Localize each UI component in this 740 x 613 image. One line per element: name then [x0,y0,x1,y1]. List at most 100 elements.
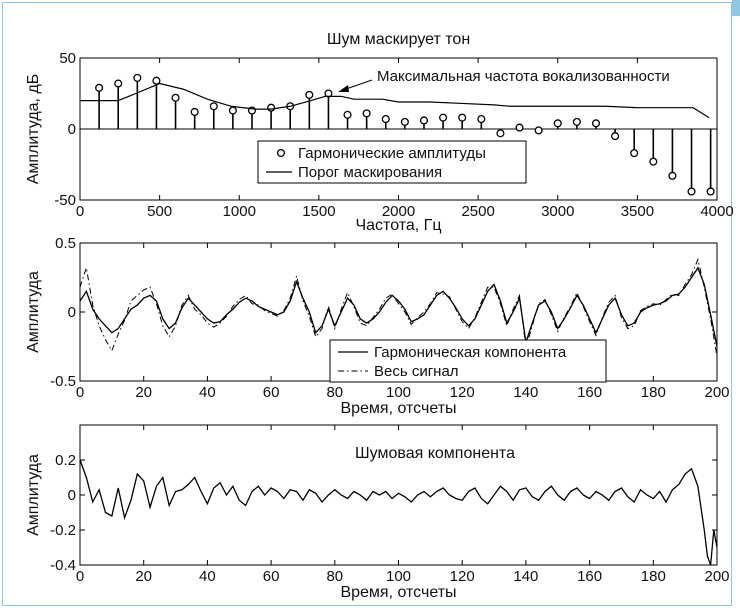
x-tick-label: 40 [199,384,216,401]
y-axis-label: Амплитуда [25,454,42,536]
x-tick-label: 40 [199,568,216,585]
legend-marker-circle [276,148,286,158]
legend-label: Весь сигнал [374,363,459,380]
legend-label: Гармоническая компонента [374,344,567,361]
x-tick-label: 20 [135,384,152,401]
legend-box [257,140,527,184]
x-tick-label: 0 [76,568,84,585]
harmonic-amplitude-marker [649,157,658,166]
y-tick-label: -0.5 [50,373,76,390]
harmonic-amplitude-marker [458,113,467,122]
y-tick-label: -50 [54,192,76,209]
harmonic-amplitude-marker [381,115,390,124]
harmonic-amplitude-marker [534,126,543,135]
x-tick-label: 180 [641,568,666,585]
harmonic-amplitude-marker [343,110,352,119]
harmonic-amplitude-marker [439,113,448,122]
annotation-arrowhead [338,85,349,92]
harmonic-amplitude-marker [668,171,677,180]
harmonic-amplitude-marker [419,116,429,125]
legend [329,339,607,383]
harmonic-amplitude-marker [114,79,123,88]
harmonic-amplitude-marker [706,187,715,196]
y-tick-label: 0 [68,304,76,321]
y-tick-label: 0.2 [55,452,76,469]
x-tick-label: 1000 [223,203,256,220]
x-tick-label: 200 [704,568,729,585]
x-tick-label: 0 [76,203,84,220]
harmonic-amplitude-marker [591,119,601,128]
noise-component-line [79,459,718,566]
x-tick-label: 2500 [461,203,494,220]
harmonic-amplitude-marker [267,103,276,112]
x-tick-label: 160 [577,568,602,585]
x-tick-label: 120 [450,384,475,401]
harmonic-amplitude-marker [209,102,218,111]
legend-label: Гармонические амплитуды [298,145,486,162]
harmonic-amplitude-marker [171,93,180,102]
full-signal-line [79,257,718,357]
annotation-voicing: Максимальная частота вокализованности [377,68,670,85]
harmonic-amplitude-marker [611,132,620,141]
masking-threshold-line [80,82,710,119]
harmonic-amplitude-marker [362,109,371,118]
legend-label: Порог маскирования [298,164,442,181]
y-axis-label: Амплитуда [25,271,42,353]
y-tick-label: -0.4 [50,557,76,574]
harmonic-amplitude-marker [477,115,486,124]
y-tick-label: 0 [68,121,76,138]
x-axis-label: Время, отсчеты [340,400,456,417]
x-tick-label: 0 [76,384,84,401]
x-tick-label: 120 [450,568,475,585]
y-tick-label: 0.5 [55,235,76,252]
chart-3 [79,424,718,566]
chart-title: Шум маскирует тон [327,31,470,48]
harmonic-amplitude-marker [515,123,524,132]
harmonic-amplitude-marker [228,106,237,115]
harmonic-amplitude-marker [572,117,581,126]
annotation-noise: Шумовая компонента [355,445,515,462]
x-tick-label: 140 [513,568,538,585]
harmonic-amplitude-marker [630,149,639,158]
chart-2 [79,242,718,383]
x-tick-label: 200 [704,384,729,401]
x-tick-label: 80 [326,568,343,585]
x-tick-label: 100 [386,568,411,585]
harmonic-amplitude-marker [687,187,696,196]
legend [257,140,527,184]
x-axis-label: Время, отсчеты [340,584,456,601]
x-tick-label: 20 [135,568,152,585]
x-tick-label: 140 [513,384,538,401]
harmonic-amplitude-marker [400,117,409,126]
x-tick-label: 3000 [541,203,574,220]
harmonic-amplitude-marker [133,73,142,82]
x-tick-label: 2000 [382,203,415,220]
x-tick-label: 100 [386,384,411,401]
annotation-arrow-line [345,79,373,90]
harmonic-amplitude-marker [152,76,161,85]
harmonic-amplitude-marker [305,90,314,99]
harmonic-amplitude-marker [553,119,562,128]
x-tick-label: 80 [326,384,343,401]
corner-tab [732,0,740,16]
legend-box [329,339,607,383]
x-tick-label: 60 [263,384,280,401]
x-tick-label: 180 [641,384,666,401]
x-tick-label: 4000 [700,203,733,220]
x-axis-label: Частота, Гц [355,217,441,234]
harmonic-amplitude-marker [95,83,104,92]
x-tick-label: 160 [577,384,602,401]
chart-1 [79,57,718,201]
x-tick-label: 1500 [302,203,335,220]
harmonic-amplitude-marker [190,107,199,117]
harmonic-amplitude-marker [496,129,505,138]
x-tick-label: 60 [263,568,280,585]
y-tick-label: 0 [68,487,76,504]
y-tick-label: 50 [59,50,76,67]
x-tick-label: 500 [147,203,172,220]
y-tick-label: -0.2 [50,522,76,539]
x-tick-label: 3500 [621,203,654,220]
harmonic-component-line [79,266,718,347]
y-axis-label: Амплитуда, дБ [25,74,42,185]
